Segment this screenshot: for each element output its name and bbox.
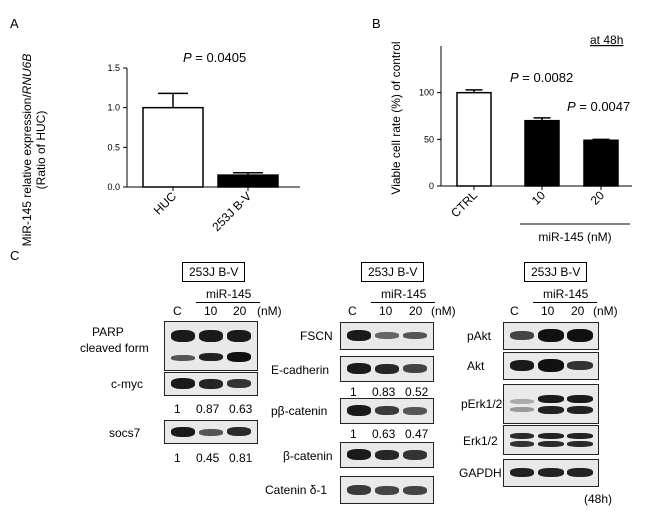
bcatenin-label: β-catenin — [283, 449, 333, 463]
ytick-label: 0 — [429, 181, 434, 191]
left-mir-label: miR-145 — [206, 287, 252, 301]
panel-label-b: B — [372, 16, 381, 31]
chart-a-ylabel: MiR-145 relative expression/RNU6B — [20, 54, 34, 247]
chart-a-annotation: P = 0.0405 — [183, 50, 246, 65]
pakt-label: pAkt — [467, 329, 492, 343]
perk-label: pErk1/2 — [461, 397, 503, 411]
bar — [524, 119, 560, 187]
ytick-label: 0.0 — [107, 182, 120, 192]
gapdh-blot — [503, 459, 599, 487]
bar — [583, 139, 619, 187]
middle-lane-20: 20 — [409, 304, 423, 318]
middle-lane-c: C — [348, 304, 357, 318]
pbcat-value-10: 0.63 — [372, 427, 396, 441]
bcatenin-blot — [340, 442, 434, 468]
gapdh-label: GAPDH — [459, 466, 502, 480]
bar — [142, 106, 204, 188]
ecad-value-20: 0.52 — [405, 385, 429, 399]
bar — [456, 91, 492, 187]
ecadherin-label: E-cadherin — [271, 363, 330, 377]
chart-b-annotation-2: P = 0.0047 — [567, 99, 630, 114]
ytick-label: 1.0 — [107, 103, 120, 113]
ecad-value-10: 0.83 — [372, 385, 396, 399]
left-lane-c: C — [173, 304, 182, 318]
catenin-d1-label: Catenin δ-1 — [265, 483, 328, 497]
chart-a: MiR-145 relative expression/RNU6B (Ratio… — [20, 50, 300, 247]
right-lane-10: 10 — [541, 304, 555, 318]
left-cell-line-box: 253J B-V — [182, 262, 246, 282]
right-mir-line — [533, 302, 597, 303]
socs7-blot — [164, 420, 258, 444]
left-lane-10: 10 — [204, 304, 218, 318]
middle-mir-label: miR-145 — [381, 287, 427, 301]
time-label: (48h) — [584, 492, 613, 506]
parp-sub-label: cleaved form — [80, 341, 149, 355]
chart-a-ylabel-sub: (Ratio of HUC) — [34, 111, 48, 190]
ytick-label: 0.5 — [107, 142, 120, 152]
erk-label: Erk1/2 — [463, 434, 498, 448]
ecadherin-blot — [340, 356, 434, 382]
panel-label-c: C — [10, 248, 20, 263]
ytick-label: 50 — [424, 134, 434, 144]
xtick-label: 10 — [529, 188, 549, 208]
middle-lane-10: 10 — [379, 304, 393, 318]
socs7-label: socs7 — [109, 426, 141, 440]
chart-b-ylabel: Viable cell rate (%) of control — [389, 41, 403, 194]
catenin-d1-blot — [340, 476, 434, 504]
perk-blot — [503, 384, 599, 424]
socs7-value-10: 0.45 — [196, 451, 220, 465]
right-mir-label: miR-145 — [543, 287, 589, 301]
fscn-blot — [340, 322, 434, 350]
pbcatenin-label: pβ-catenin — [271, 404, 328, 418]
chart-b-group-label: miR-145 (nM) — [538, 230, 611, 244]
xtick-label: 20 — [588, 188, 608, 208]
akt-blot — [503, 352, 599, 380]
pbcatenin-blot — [340, 398, 434, 424]
pakt-blot — [503, 322, 599, 350]
parp-label: PARP — [92, 325, 124, 339]
socs7-value-c: 1 — [174, 451, 181, 465]
panel-label-a: A — [10, 16, 19, 31]
cmyc-value-20: 0.63 — [229, 402, 253, 416]
fscn-label: FSCN — [300, 329, 333, 343]
akt-label: Akt — [467, 359, 485, 373]
chart-b-time-label: at 48h — [590, 33, 623, 47]
left-lane-20: 20 — [233, 304, 247, 318]
left-mir-line — [196, 302, 260, 303]
ytick-label: 100 — [419, 88, 434, 98]
socs7-value-20: 0.81 — [229, 451, 253, 465]
left-nm-label: (nM) — [257, 304, 282, 318]
cmyc-label: c-myc — [111, 377, 143, 391]
chart-b-annotation-1: P = 0.0082 — [510, 70, 573, 85]
ecad-value-c: 1 — [350, 385, 357, 399]
cmyc-blot — [164, 372, 258, 396]
chart-b: Viable cell rate (%) of control 0 50 100 C… — [389, 33, 632, 244]
middle-mir-line — [371, 302, 435, 303]
pbcat-value-20: 0.47 — [405, 427, 429, 441]
right-lane-20: 20 — [571, 304, 585, 318]
middle-nm-label: (nM) — [431, 304, 456, 318]
right-cell-line-box: 253J B-V — [524, 262, 588, 282]
cmyc-value-10: 0.87 — [196, 402, 220, 416]
xtick-label: CTRL — [448, 188, 480, 220]
ytick-label: 1.5 — [107, 63, 120, 73]
middle-cell-line-box: 253J B-V — [361, 262, 425, 282]
cmyc-value-c: 1 — [174, 402, 181, 416]
right-nm-label: (nM) — [593, 304, 618, 318]
pbcat-value-c: 1 — [350, 427, 357, 441]
right-lane-c: C — [510, 304, 519, 318]
parp-blot — [164, 321, 258, 371]
erk-blot — [503, 425, 599, 455]
